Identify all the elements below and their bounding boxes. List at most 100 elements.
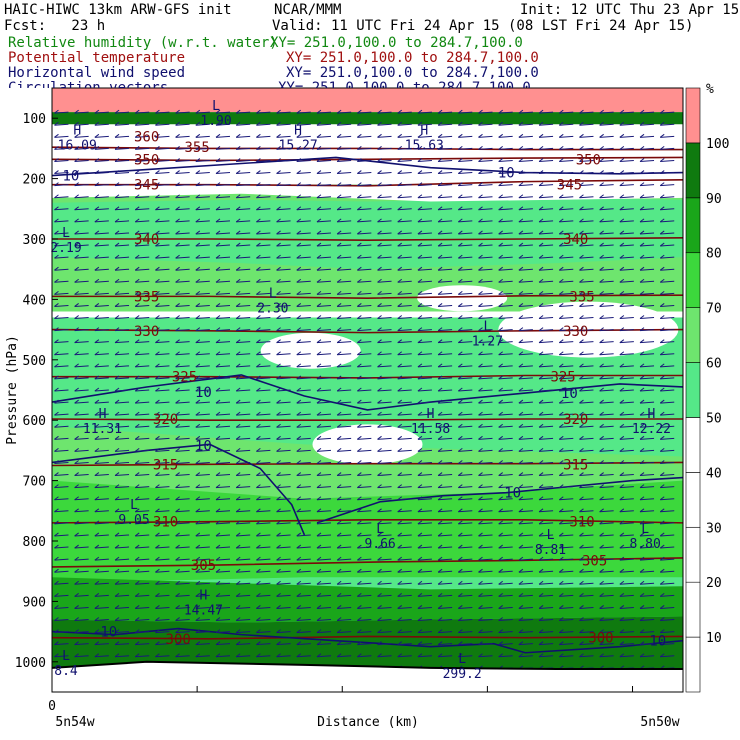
vector-shaft (619, 655, 634, 658)
vector-arrow (417, 556, 432, 561)
vector-arrow (518, 266, 533, 271)
vector-head (336, 121, 342, 126)
vector-shaft (639, 256, 655, 259)
vector-arrow (296, 230, 311, 235)
vector-shaft (417, 159, 432, 162)
vector-head (195, 435, 201, 440)
vector-shaft (660, 461, 675, 464)
vector-head (639, 158, 645, 162)
wind-contour (52, 374, 683, 411)
vector-head (256, 532, 261, 537)
vector-arrow (458, 351, 473, 356)
vector-arrow (256, 411, 271, 416)
vector-shaft (135, 208, 150, 211)
vector-arrow (599, 496, 614, 501)
vector-shaft (115, 474, 130, 477)
extremum-value: 9.05 (118, 513, 149, 528)
vector-arrow (316, 399, 331, 404)
vector-head (538, 617, 544, 621)
vector-arrow (316, 145, 331, 150)
vector-head (377, 290, 382, 295)
vector-shaft (377, 619, 392, 622)
vector-arrow (155, 218, 170, 223)
vector-arrow (538, 460, 554, 464)
vector-head (276, 508, 281, 513)
vector-arrow (195, 411, 210, 416)
vector-arrow (458, 133, 473, 138)
vector-shaft (316, 558, 331, 561)
vector-arrow (94, 387, 109, 392)
vector-head (478, 472, 483, 476)
vector-arrow (195, 351, 210, 356)
vector-arrow (54, 218, 69, 223)
vector-arrow (538, 170, 554, 175)
extremum-symbol: H (73, 123, 81, 138)
vector-arrow (417, 254, 432, 259)
vector-shaft (438, 244, 453, 247)
vector-shaft (539, 461, 554, 464)
vector-shaft (458, 147, 473, 150)
vector-head (235, 399, 241, 404)
vector-arrow (94, 568, 109, 573)
vector-arrow (659, 206, 675, 211)
vector-arrow (558, 145, 574, 150)
vector-shaft (94, 606, 109, 609)
vector-shaft (438, 461, 453, 464)
extremum-value: 1.90 (200, 114, 231, 129)
vector-head (619, 121, 625, 126)
vector-shaft (518, 534, 533, 537)
vector-head (134, 242, 140, 247)
vector-shaft (417, 196, 432, 199)
vector-head (579, 629, 584, 633)
vector-shaft (458, 594, 473, 597)
vector-head (498, 242, 503, 247)
vector-head (397, 568, 403, 573)
vector-shaft (660, 329, 675, 332)
vector-arrow (639, 556, 655, 561)
vector-head (498, 351, 503, 356)
vector-head (235, 387, 241, 392)
y-tick-label: 700 (23, 475, 46, 490)
vector-arrow (437, 508, 453, 513)
vector-shaft (498, 449, 513, 452)
vector-head (659, 182, 665, 187)
vector-head (639, 315, 645, 319)
vector-head (336, 170, 342, 174)
vector-arrow (498, 496, 513, 501)
vector-arrow (357, 266, 372, 271)
vector-shaft (256, 304, 271, 307)
vector-shaft (639, 643, 655, 646)
vector-head (276, 109, 281, 114)
vector-arrow (619, 121, 634, 126)
vector-shaft (215, 534, 231, 537)
vector-shaft (74, 461, 89, 464)
vector-head (639, 460, 645, 464)
vector-arrow (235, 387, 251, 392)
vector-arrow (639, 496, 655, 501)
vector-arrow (94, 556, 109, 561)
vector-shaft (619, 111, 634, 114)
vector-arrow (558, 447, 574, 452)
vector-shaft (337, 474, 352, 477)
vector-head (417, 375, 423, 380)
vector-shaft (54, 292, 69, 295)
vector-arrow (336, 266, 352, 271)
vector-head (377, 496, 382, 501)
vector-head (659, 158, 665, 162)
vector-head (478, 194, 483, 199)
vector-arrow (518, 423, 533, 428)
vector-head (357, 484, 362, 489)
vector-arrow (296, 363, 311, 368)
vector-arrow (357, 617, 372, 622)
vector-shaft (397, 594, 412, 597)
vector-shaft (478, 582, 493, 585)
vector-head (458, 411, 463, 416)
vector-arrow (458, 423, 473, 428)
vector-shaft (74, 365, 89, 368)
vector-arrow (134, 158, 150, 162)
vector-head (478, 423, 483, 428)
vector-arrow (74, 182, 89, 187)
x-zero-label: 0 (48, 699, 56, 714)
vector-shaft (458, 196, 473, 199)
vector-arrow (579, 363, 594, 368)
